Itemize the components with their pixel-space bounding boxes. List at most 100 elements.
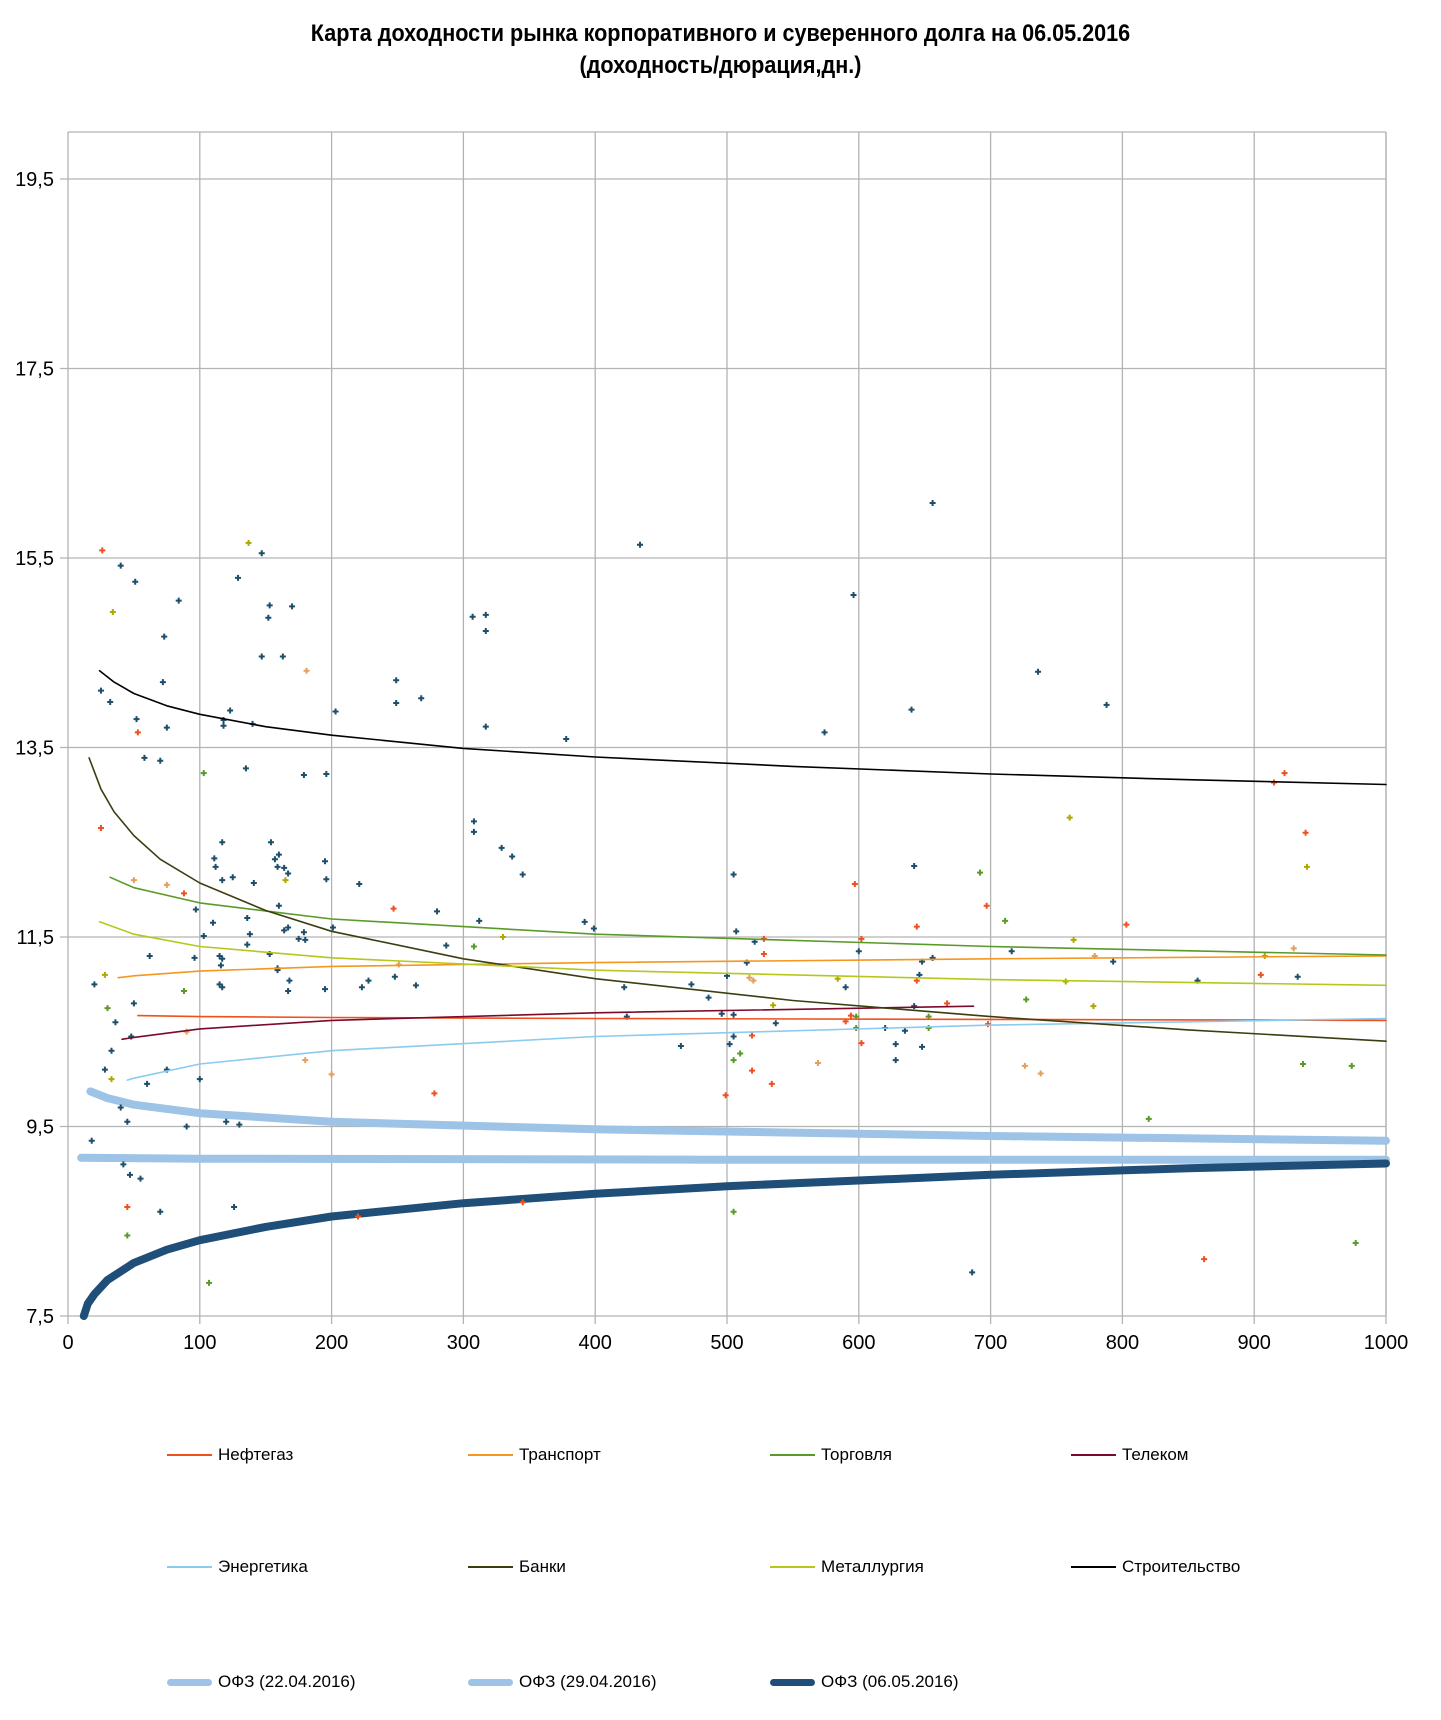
- scatter-point-dark: [192, 906, 199, 913]
- scatter-point-dark: [470, 818, 477, 825]
- scatter-point-red: [519, 1199, 526, 1206]
- point-center: [268, 952, 271, 956]
- scatter-point-red: [1302, 829, 1309, 836]
- scatter-point-tan: [328, 1071, 335, 1078]
- y-tick-label: 17,5: [15, 359, 54, 381]
- scatter-point-dark: [275, 902, 282, 909]
- scatter-point-dark: [726, 1041, 733, 1048]
- scatter-point-olive: [1090, 1003, 1097, 1010]
- point-center: [1301, 1062, 1305, 1066]
- scatter-point-dark: [892, 1041, 899, 1048]
- point-center: [770, 1082, 774, 1086]
- scatter-point-red: [1281, 770, 1288, 777]
- point-center: [248, 932, 252, 936]
- scatter-point-dark: [157, 1208, 164, 1215]
- scatter-point-olive: [499, 934, 506, 940]
- scatter-point-dark: [391, 973, 398, 980]
- scatter-point-dark: [412, 982, 419, 989]
- legend-label: ОФЗ (06.05.2016): [821, 1672, 959, 1691]
- scatter-point-tan: [130, 877, 137, 884]
- point-center: [732, 1058, 735, 1062]
- trend-line-офз-22-04-2016-: [86, 1087, 1390, 1145]
- point-center: [232, 1205, 236, 1209]
- scatter-point-tan: [746, 974, 753, 981]
- point-center: [221, 841, 224, 844]
- scatter-point-dark: [476, 917, 483, 924]
- point-center: [433, 1092, 436, 1095]
- point-center: [471, 615, 474, 618]
- scatter-point-dark: [266, 602, 273, 609]
- scatter-point-dark: [1103, 701, 1110, 708]
- legend-item[interactable]: Нефтегаз: [167, 1443, 293, 1467]
- point-center: [970, 1271, 974, 1274]
- scatter-point-dark: [911, 862, 918, 869]
- legend-item[interactable]: Энергетика: [167, 1555, 308, 1579]
- point-center: [302, 773, 306, 777]
- scatter-point-dark: [358, 984, 365, 991]
- scatter-point-tan: [1037, 1070, 1044, 1077]
- scatter-point-green: [1299, 1060, 1306, 1067]
- scatter-point-dark: [563, 735, 570, 742]
- point-center: [1283, 771, 1286, 775]
- point-center: [193, 956, 196, 960]
- point-center: [110, 1049, 113, 1052]
- scatter-point-dark: [482, 723, 489, 730]
- point-center: [110, 1077, 113, 1081]
- legend-item[interactable]: Телеком: [1071, 1443, 1188, 1467]
- point-center: [122, 1163, 125, 1166]
- point-center: [101, 549, 104, 552]
- scatter-point-dark: [1008, 948, 1015, 955]
- scatter-point-olive: [770, 1002, 777, 1009]
- scatter-point-dark: [590, 925, 597, 932]
- point-center: [823, 731, 826, 734]
- scatter-point-dark: [434, 908, 441, 915]
- scatter-point-dark: [217, 962, 224, 969]
- x-tick-label: 800: [1106, 1332, 1139, 1354]
- scatter-point-dark: [130, 1000, 137, 1007]
- point-center: [1305, 865, 1309, 869]
- legend-item[interactable]: Транспорт: [468, 1443, 601, 1467]
- scatter-point-dark: [718, 1010, 725, 1017]
- scatter-point-dark: [219, 955, 226, 962]
- point-center: [1350, 1064, 1353, 1068]
- scatter-point-dark: [161, 633, 168, 640]
- scatter-point-dark: [969, 1269, 976, 1276]
- point-center: [132, 878, 136, 882]
- point-center: [126, 1234, 129, 1237]
- scatter-point-dark: [141, 754, 148, 761]
- point-center: [720, 1012, 723, 1015]
- scatter-point-dark: [323, 876, 330, 883]
- x-axis-ticks: 0 100 200 300 400 500 600 700 800 900 1000: [62, 1332, 1408, 1354]
- point-center: [920, 1045, 924, 1049]
- legend-item[interactable]: Банки: [468, 1555, 566, 1579]
- trend-line-энергетика: [126, 1017, 1387, 1081]
- point-center: [148, 954, 151, 958]
- grid: [60, 131, 1387, 1324]
- point-center: [246, 916, 249, 920]
- scatter-point-dark: [211, 855, 218, 862]
- point-center: [853, 882, 857, 886]
- scatter-point-dark: [285, 870, 292, 877]
- legend-item[interactable]: ОФЗ (29.04.2016): [468, 1670, 657, 1694]
- scatter-point-dark: [159, 679, 166, 686]
- legend-item[interactable]: Металлургия: [770, 1555, 924, 1579]
- point-center: [738, 1052, 742, 1055]
- scatter-point-red: [134, 729, 141, 736]
- legend-item[interactable]: ОФЗ (06.05.2016): [770, 1670, 959, 1694]
- point-center: [185, 1125, 188, 1128]
- point-center: [414, 984, 418, 987]
- scatter-point-dark: [265, 614, 272, 621]
- scatter-point-dark: [144, 1080, 151, 1087]
- point-center: [143, 756, 146, 760]
- point-center: [330, 1073, 333, 1076]
- legend-item[interactable]: Торговля: [770, 1443, 892, 1467]
- legend-item[interactable]: Строительство: [1071, 1555, 1240, 1579]
- point-center: [735, 930, 738, 933]
- point-center: [126, 1205, 129, 1209]
- point-center: [394, 679, 398, 682]
- scatter-point-dark: [219, 984, 226, 991]
- scatter-point-green: [737, 1050, 744, 1057]
- legend-item[interactable]: ОФЗ (22.04.2016): [167, 1670, 356, 1694]
- x-tick-label: 100: [183, 1332, 216, 1354]
- point-center: [305, 669, 308, 672]
